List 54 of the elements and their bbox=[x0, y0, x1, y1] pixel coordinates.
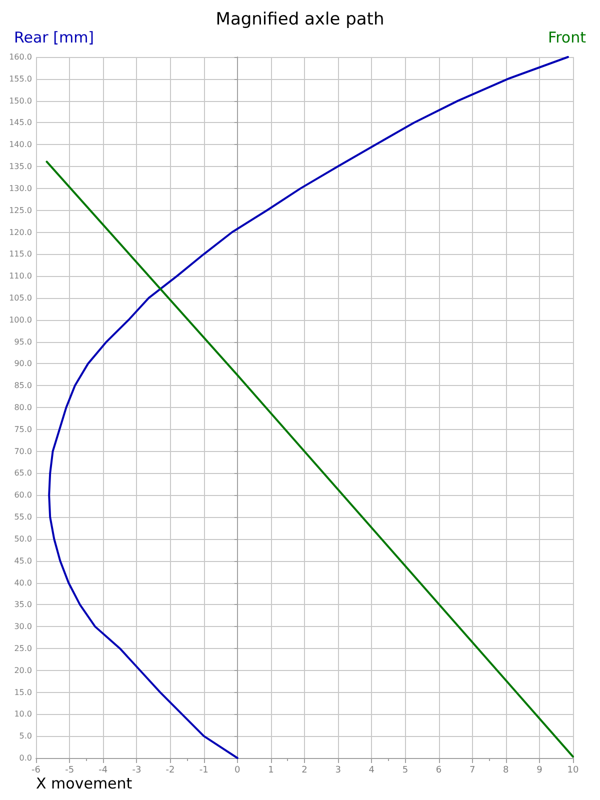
y-tick-label: 105.0 bbox=[9, 293, 32, 302]
text: Front bbox=[548, 28, 586, 46]
x-tick-label: 9 bbox=[536, 766, 543, 776]
y-tick-label: 125.0 bbox=[9, 206, 32, 215]
x-tick-label: 1 bbox=[268, 766, 274, 776]
y-tick-label: 145.0 bbox=[9, 118, 32, 128]
y-tick-label: 20.0 bbox=[14, 666, 32, 675]
y-tick-label: 110.0 bbox=[9, 272, 32, 281]
y-tick-label: 85.0 bbox=[14, 381, 32, 390]
y-tick-label: 0.0 bbox=[19, 754, 32, 762]
x-tick-label: -3 bbox=[132, 766, 142, 776]
x-tick-label: 2 bbox=[302, 766, 308, 776]
y-tick-label: 95.0 bbox=[14, 337, 32, 346]
y-tick-label: 160.0 bbox=[9, 52, 32, 62]
x-tick-label: -4 bbox=[98, 766, 108, 776]
y-tick-label: 80.0 bbox=[14, 403, 32, 412]
x-tick-label: -6 bbox=[32, 766, 41, 776]
x-axis-title: X movement bbox=[36, 774, 132, 792]
x-tick-label: -5 bbox=[65, 766, 74, 776]
x-tick-label: -1 bbox=[199, 766, 208, 776]
x-tick-label: 7 bbox=[469, 766, 476, 776]
x-tick-label: 4 bbox=[368, 766, 375, 776]
y-tick-label: 155.0 bbox=[9, 74, 32, 84]
x-tick-label: -2 bbox=[166, 766, 175, 776]
y-tick-label: 40.0 bbox=[14, 578, 32, 588]
y-tick-label: 30.0 bbox=[14, 622, 32, 632]
y-tick-label: 5.0 bbox=[19, 732, 32, 741]
y-tick-label: 25.0 bbox=[14, 644, 32, 653]
x-tick-label: 5 bbox=[402, 766, 408, 776]
y-tick-label: 90.0 bbox=[14, 359, 32, 368]
y-tick-label: 115.0 bbox=[9, 250, 32, 259]
y-tick-label: 50.0 bbox=[14, 534, 32, 544]
y-tick-label: 140.0 bbox=[9, 140, 32, 150]
y-tick-label: 35.0 bbox=[14, 600, 32, 610]
text: Rear [mm] bbox=[14, 28, 94, 46]
y-tick-label: 135.0 bbox=[9, 162, 32, 172]
y-tick-label: 70.0 bbox=[14, 446, 32, 456]
y-tick-label: 45.0 bbox=[14, 556, 32, 566]
x-tick-label: 0 bbox=[234, 766, 241, 776]
y-tick-label: 120.0 bbox=[9, 228, 32, 237]
x-tick-label: 6 bbox=[436, 766, 442, 776]
y-tick-label: 150.0 bbox=[9, 96, 32, 106]
y-tick-label: 15.0 bbox=[14, 688, 32, 697]
y-tick-label: 55.0 bbox=[14, 512, 32, 522]
x-tick-label: 10 bbox=[567, 766, 579, 776]
y-tick-label: 75.0 bbox=[14, 424, 32, 434]
x-tick-label: 3 bbox=[335, 766, 341, 776]
y-tick-label: 60.0 bbox=[14, 490, 32, 500]
chart-title: Magnified axle path bbox=[216, 10, 384, 30]
x-tick-label: 8 bbox=[503, 766, 510, 776]
y-tick-label: 10.0 bbox=[14, 710, 32, 719]
y-tick-label: 130.0 bbox=[9, 184, 32, 193]
y-tick-label: 65.0 bbox=[14, 468, 32, 478]
y-tick-label: 100.0 bbox=[9, 315, 32, 324]
